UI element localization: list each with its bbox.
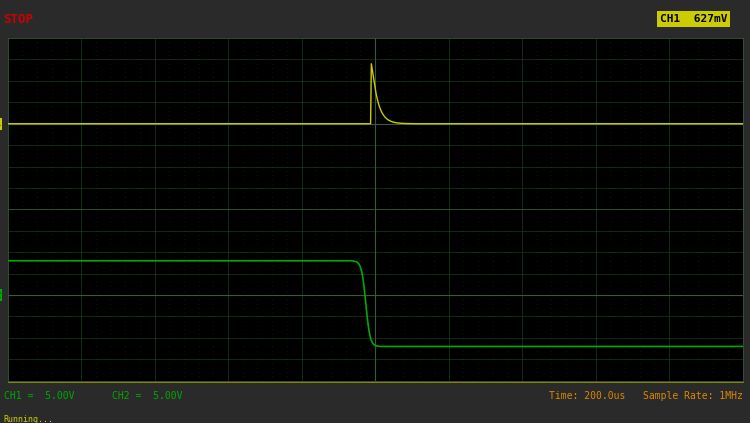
Text: CH1  627mV: CH1 627mV <box>660 14 728 24</box>
Text: CH2 =  5.00V: CH2 = 5.00V <box>112 391 183 401</box>
Text: STOP: STOP <box>4 13 34 25</box>
Text: CH1 =  5.00V: CH1 = 5.00V <box>4 391 74 401</box>
Text: Running...: Running... <box>4 415 54 423</box>
Text: Time: 200.0us   Sample Rate: 1MHz: Time: 200.0us Sample Rate: 1MHz <box>548 391 742 401</box>
